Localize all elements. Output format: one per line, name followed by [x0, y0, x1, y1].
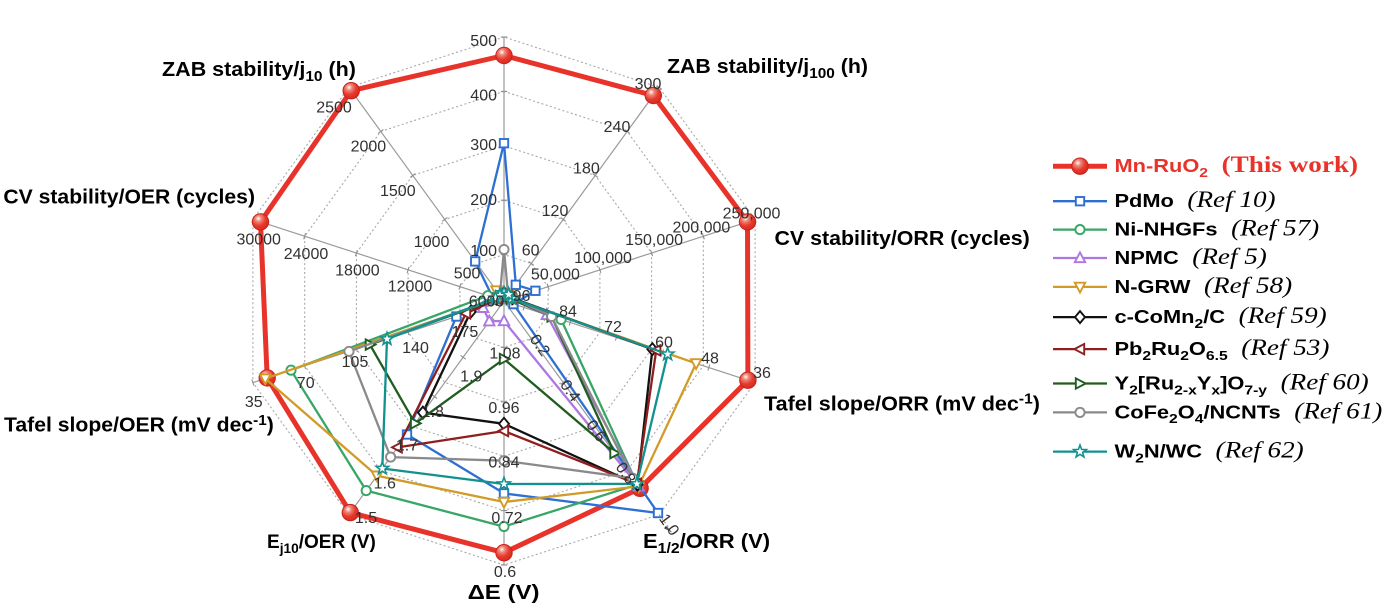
svg-text:300: 300	[470, 137, 497, 154]
svg-text:E1/2/ORR (V): E1/2/ORR (V)	[643, 531, 770, 557]
svg-text:100,000: 100,000	[574, 250, 632, 267]
svg-text:0.6: 0.6	[494, 564, 516, 581]
svg-text:400: 400	[470, 87, 497, 104]
svg-text:NPMC (Ref 5): NPMC (Ref 5)	[1115, 245, 1267, 270]
svg-text:Mn-RuO2 (This work): Mn-RuO2 (This work)	[1115, 153, 1359, 181]
svg-text:Ej10/OER (V): Ej10/OER (V)	[267, 532, 376, 556]
svg-text:Ni-NHGFs (Ref 57): Ni-NHGFs (Ref 57)	[1115, 216, 1320, 241]
svg-text:W2N/WC (Ref 62): W2N/WC (Ref 62)	[1115, 438, 1304, 466]
svg-text:50,000: 50,000	[531, 266, 580, 283]
svg-text:24000: 24000	[284, 246, 329, 263]
svg-text:1.6: 1.6	[374, 476, 396, 493]
svg-text:N-GRW (Ref 58): N-GRW (Ref 58)	[1115, 274, 1293, 299]
svg-text:6000: 6000	[469, 293, 505, 310]
svg-text:140: 140	[402, 340, 429, 357]
svg-text:1500: 1500	[380, 183, 416, 200]
svg-text:175: 175	[452, 324, 479, 341]
svg-text:Tafel slope/ORR (mV dec-1): Tafel slope/ORR (mV dec-1)	[764, 391, 1040, 415]
svg-text:70: 70	[297, 375, 315, 392]
svg-text:30000: 30000	[236, 231, 281, 248]
svg-text:2000: 2000	[351, 138, 387, 155]
svg-text:18000: 18000	[335, 262, 380, 279]
svg-text:48: 48	[701, 350, 719, 367]
svg-text:1.9: 1.9	[460, 369, 482, 386]
svg-text:ΔE (V): ΔE (V)	[468, 581, 540, 604]
svg-text:300: 300	[635, 76, 662, 93]
svg-text:0.96: 0.96	[488, 400, 519, 417]
svg-text:36: 36	[753, 365, 771, 382]
svg-text:200,000: 200,000	[672, 220, 730, 237]
svg-text:60: 60	[655, 334, 673, 351]
svg-text:0.72: 0.72	[491, 510, 522, 527]
svg-text:CV stability/OER (cycles): CV stability/OER (cycles)	[3, 186, 255, 208]
svg-text:35: 35	[245, 394, 263, 411]
svg-text:240: 240	[604, 119, 631, 136]
svg-text:500: 500	[470, 33, 497, 50]
svg-text:ZAB stability/j100 (h): ZAB stability/j100 (h)	[667, 56, 868, 82]
svg-text:60: 60	[522, 242, 540, 259]
svg-text:84: 84	[559, 303, 577, 320]
svg-text:105: 105	[342, 354, 369, 371]
svg-text:1.08: 1.08	[489, 345, 520, 362]
svg-text:150,000: 150,000	[625, 232, 683, 249]
svg-text:1.5: 1.5	[355, 510, 377, 527]
svg-text:200: 200	[470, 192, 497, 209]
svg-text:1.7: 1.7	[396, 437, 418, 454]
svg-text:CoFe2O4/NCNTs (Ref 61): CoFe2O4/NCNTs (Ref 61)	[1115, 399, 1383, 427]
svg-text:ZAB stability/j10 (h): ZAB stability/j10 (h)	[162, 59, 356, 85]
svg-text:1.8: 1.8	[422, 404, 444, 421]
svg-text:Pb2Ru2O6.5 (Ref 53): Pb2Ru2O6.5 (Ref 53)	[1115, 336, 1330, 364]
svg-text:96: 96	[513, 288, 531, 305]
svg-text:CV stability/ORR (cycles): CV stability/ORR (cycles)	[775, 228, 1030, 250]
svg-text:PdMo (Ref 10): PdMo (Ref 10)	[1115, 188, 1276, 213]
svg-text:120: 120	[542, 203, 569, 220]
svg-text:Y2[Ru2-xYx]O7-y (Ref 60): Y2[Ru2-xYx]O7-y (Ref 60)	[1115, 370, 1369, 398]
svg-text:0.84: 0.84	[488, 454, 519, 471]
svg-text:250,000: 250,000	[723, 206, 781, 223]
svg-text:1000: 1000	[414, 234, 450, 251]
svg-text:100: 100	[470, 243, 497, 260]
svg-text:12000: 12000	[388, 279, 433, 296]
svg-text:Tafel slope/OER (mV dec-1): Tafel slope/OER (mV dec-1)	[4, 413, 274, 436]
svg-text:180: 180	[573, 160, 600, 177]
svg-text:500: 500	[454, 266, 481, 283]
svg-text:2500: 2500	[316, 100, 352, 117]
svg-text:c-CoMn2/C (Ref 59): c-CoMn2/C (Ref 59)	[1115, 304, 1327, 332]
svg-text:72: 72	[604, 319, 622, 336]
